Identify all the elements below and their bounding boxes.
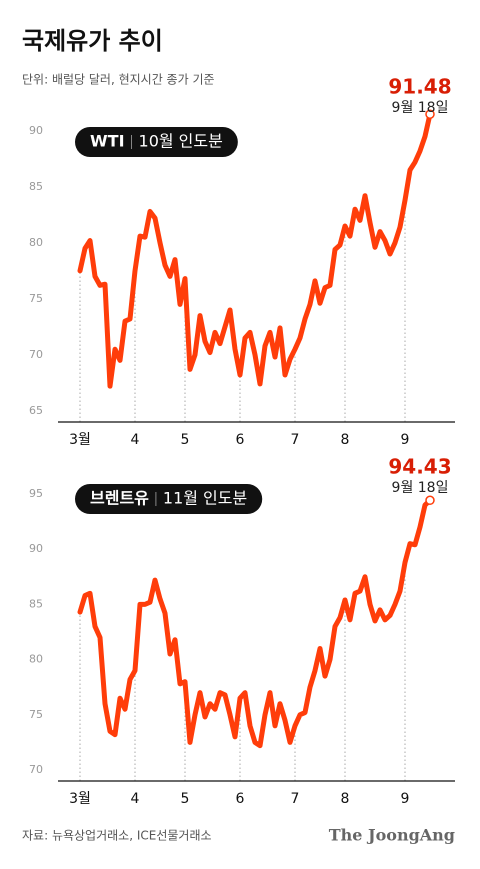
legend: WTI 10월 인도분 [75, 127, 238, 157]
legend-contract: 10월 인도분 [139, 132, 223, 151]
legend: 브렌트유 11월 인도분 [75, 484, 263, 514]
x-tick-label: 9 [401, 791, 410, 807]
source: 자료: 뉴욕상업거래소, ICE선물거래소 [22, 829, 212, 843]
x-tick-label: 8 [341, 791, 350, 807]
end-date-label: 9월 18일 [392, 100, 449, 116]
y-tick-label: 65 [29, 404, 43, 417]
x-tick-label: 5 [181, 791, 190, 807]
title: 국제유가 추이 [22, 27, 163, 55]
end-value-label: 91.48 [388, 75, 451, 99]
x-tick-label: 6 [236, 432, 245, 448]
legend-name: 브렌트유 [90, 489, 149, 508]
legend-pill [75, 127, 238, 157]
y-tick-label: 70 [29, 763, 43, 776]
line [77, 111, 433, 389]
y-tick-label: 90 [29, 542, 43, 555]
y-tick-label: 90 [29, 124, 43, 137]
y-tick-label: 70 [29, 348, 43, 361]
x-tick-label: 9 [401, 432, 410, 448]
subtitle: 단위: 배럴당 달러, 현지시간 종가 기준 [22, 73, 215, 87]
x-tick-label: 5 [181, 432, 190, 448]
line [77, 497, 433, 749]
legend-name: WTI [90, 132, 125, 151]
x-tick-label: 6 [236, 791, 245, 807]
legend-contract: 11월 인도분 [163, 489, 247, 508]
x-tick-label: 8 [341, 432, 350, 448]
x-tick-label: 7 [291, 432, 300, 448]
y-tick-label: 85 [29, 180, 43, 193]
brand: The JoongAng [329, 826, 455, 845]
end-value-label: 94.43 [388, 455, 451, 479]
y-tick-label: 80 [29, 236, 43, 249]
x-tick-label: 4 [131, 791, 140, 807]
end-point [425, 109, 435, 119]
y-tick-label: 75 [29, 292, 43, 305]
x-tick-label: 3월 [69, 432, 91, 448]
x-tick-label: 3월 [69, 791, 91, 807]
x-tick-label: 4 [131, 432, 140, 448]
x-tick-label: 7 [291, 791, 300, 807]
y-tick-label: 85 [29, 597, 43, 610]
y-tick-label: 75 [29, 708, 43, 721]
legend-pill [75, 484, 263, 514]
y-tick-label: 95 [29, 487, 43, 500]
end-date-label: 9월 18일 [392, 480, 449, 496]
end-point [425, 495, 435, 506]
y-tick-label: 80 [29, 653, 43, 666]
